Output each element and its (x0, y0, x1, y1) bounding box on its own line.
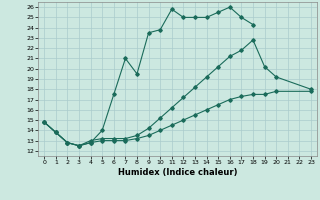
X-axis label: Humidex (Indice chaleur): Humidex (Indice chaleur) (118, 168, 237, 177)
